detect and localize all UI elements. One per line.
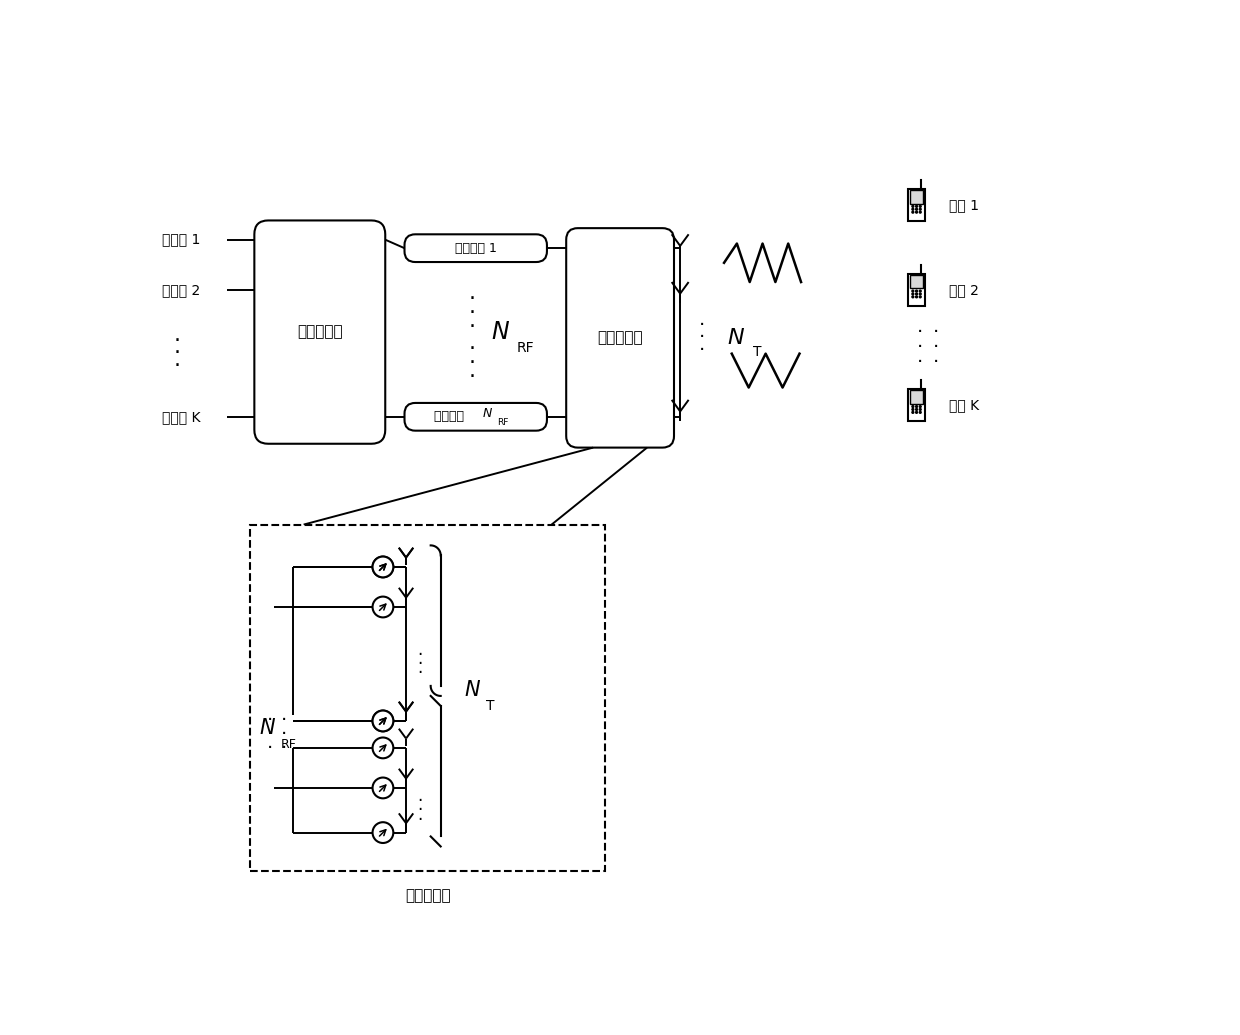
Text: $N$: $N$ [482,407,492,420]
Text: T: T [486,699,495,713]
Circle shape [915,293,918,295]
Circle shape [372,557,393,578]
Text: ·: · [174,344,181,363]
Text: 射频链路: 射频链路 [434,410,467,423]
Text: ·: · [418,646,423,663]
Text: ·: · [932,338,939,357]
Text: ·: · [267,724,273,744]
Text: T: T [753,345,761,359]
Text: ·: · [698,328,704,348]
Circle shape [372,596,393,618]
Bar [910,190,923,204]
Text: ·: · [280,724,286,744]
Circle shape [372,711,393,732]
Text: ·: · [267,739,273,758]
Circle shape [919,211,921,213]
Circle shape [372,777,393,798]
Circle shape [915,208,918,210]
Circle shape [915,406,918,408]
Circle shape [919,412,921,413]
FancyBboxPatch shape [404,234,547,262]
Circle shape [911,211,914,213]
Circle shape [372,711,393,732]
Text: 数据流 1: 数据流 1 [162,233,201,246]
Text: ·: · [469,353,475,374]
Text: ·: · [469,317,475,337]
Text: RF: RF [516,341,533,355]
Text: ·: · [469,303,475,323]
Bar [250,525,605,871]
Circle shape [911,205,914,207]
Circle shape [915,412,918,413]
Text: RF: RF [281,738,296,751]
Text: ·: · [418,792,423,810]
Circle shape [911,296,914,298]
Circle shape [915,211,918,213]
Text: $N$: $N$ [727,328,745,348]
FancyBboxPatch shape [404,403,547,431]
Circle shape [911,208,914,210]
Text: ·: · [174,356,181,376]
Circle shape [372,822,393,842]
Bar [908,273,925,306]
Text: ·: · [418,655,423,673]
Circle shape [372,738,393,759]
Circle shape [911,290,914,292]
Circle shape [919,205,921,207]
Text: ·: · [280,711,286,730]
Circle shape [915,409,918,411]
Circle shape [919,409,921,411]
Text: $N$: $N$ [491,321,510,345]
Text: $N$: $N$ [259,718,277,738]
Text: ·: · [918,353,924,373]
Text: $N$: $N$ [465,680,481,700]
Text: 基带预编码: 基带预编码 [298,325,342,339]
Circle shape [911,409,914,411]
Text: RF: RF [497,418,508,426]
FancyBboxPatch shape [567,228,675,447]
Bar [910,275,923,289]
Text: 用户 1: 用户 1 [949,198,978,212]
Circle shape [919,406,921,408]
Text: ·: · [698,341,704,360]
Text: 子阵列结构: 子阵列结构 [404,888,450,904]
Text: 用户 K: 用户 K [949,398,980,412]
Text: 用户 2: 用户 2 [949,283,978,297]
Bar [908,188,925,221]
Circle shape [915,290,918,292]
Text: ·: · [418,801,423,820]
Bar [908,389,925,421]
Circle shape [915,205,918,207]
Circle shape [911,412,914,413]
Circle shape [919,293,921,295]
Circle shape [372,557,393,578]
Text: 射频预编码: 射频预编码 [598,330,642,346]
Text: ·: · [469,339,475,359]
Text: ·: · [698,316,704,335]
Circle shape [919,208,921,210]
Circle shape [911,406,914,408]
Text: ·: · [932,323,939,342]
Text: ·: · [469,290,475,309]
FancyBboxPatch shape [254,220,386,444]
Text: 数据流 2: 数据流 2 [162,283,200,297]
Circle shape [915,296,918,298]
Text: 数据流 K: 数据流 K [162,410,201,423]
Circle shape [919,296,921,298]
Text: ·: · [174,331,181,351]
Text: ·: · [918,338,924,357]
Text: ·: · [918,323,924,342]
Circle shape [919,290,921,292]
Text: ·: · [267,711,273,730]
Bar [910,390,923,404]
Text: 射频链路 1: 射频链路 1 [455,241,497,255]
Text: ·: · [280,739,286,758]
Text: ·: · [932,353,939,373]
Text: ·: · [469,367,475,387]
Circle shape [911,293,914,295]
Text: ·: · [418,810,423,828]
Text: ·: · [418,664,423,682]
